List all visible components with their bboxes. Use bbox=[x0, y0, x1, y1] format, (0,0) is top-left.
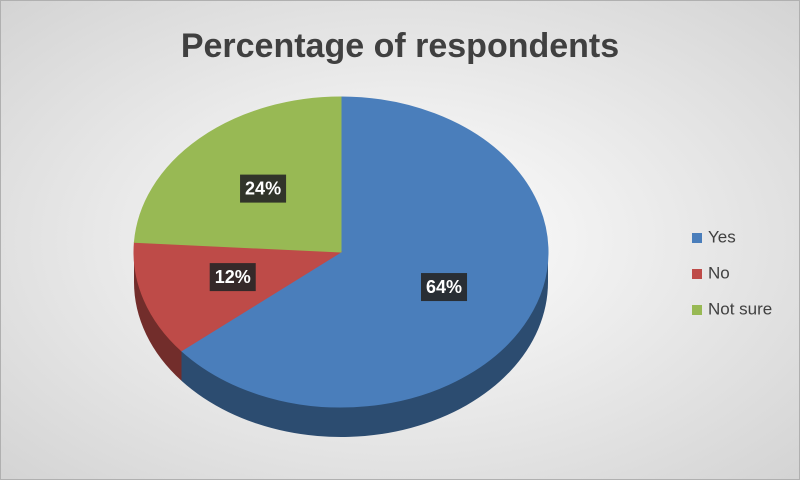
legend-swatch bbox=[692, 233, 702, 243]
legend-swatch bbox=[692, 269, 702, 279]
legend-label: No bbox=[708, 263, 730, 282]
data-label: 64% bbox=[426, 277, 462, 297]
data-label-bg bbox=[420, 273, 468, 302]
pie-slice bbox=[180, 96, 549, 408]
legend-swatch bbox=[692, 305, 702, 315]
data-label-bg bbox=[209, 263, 256, 292]
pie-slice bbox=[133, 241, 343, 352]
pie-slice bbox=[133, 96, 342, 253]
pie-side bbox=[181, 252, 548, 438]
chart-title: Percentage of respondents bbox=[181, 27, 619, 65]
data-label: 24% bbox=[245, 179, 281, 199]
legend-label: Not sure bbox=[708, 299, 772, 318]
pie-side bbox=[134, 252, 182, 381]
data-label: 12% bbox=[215, 267, 251, 287]
data-label-bg bbox=[240, 174, 287, 203]
legend-label: Yes bbox=[708, 227, 736, 246]
